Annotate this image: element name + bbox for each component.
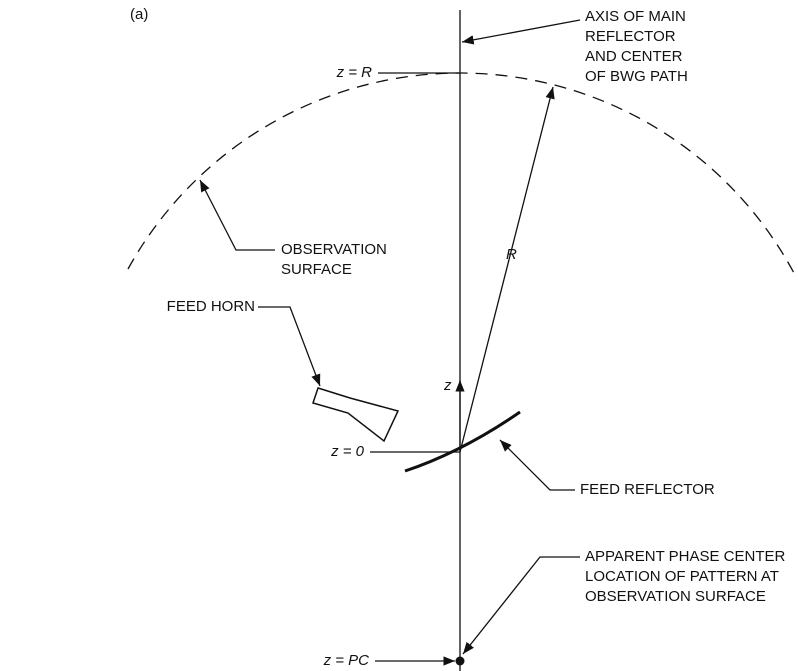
feed-reflector <box>404 410 521 473</box>
axis-label: REFLECTOR <box>585 28 676 45</box>
axis-label: AND CENTER <box>585 48 683 65</box>
panel-label: (a) <box>130 6 148 23</box>
observation-label: OBSERVATION <box>281 241 387 258</box>
feed-horn-label: FEED HORN <box>167 298 255 315</box>
feed-reflector-leader <box>499 439 575 491</box>
z-r-label: z = R <box>336 64 373 81</box>
z-zero-label: z = 0 <box>330 443 365 460</box>
feed-reflector-label: FEED REFLECTOR <box>580 481 715 498</box>
phase-center-leader <box>462 556 580 655</box>
phase-center-dot <box>455 656 465 666</box>
z-pc-label: z = PC <box>323 652 370 669</box>
radius-label: R <box>506 246 517 263</box>
observation-surface <box>127 72 796 276</box>
observation-leader <box>199 179 275 251</box>
axis-label: OF BWG PATH <box>585 68 688 85</box>
feed-horn <box>312 387 400 443</box>
z-axis-label: z <box>443 377 452 394</box>
observation-label: SURFACE <box>281 261 352 278</box>
radius-arrow <box>459 86 555 453</box>
phase-center-label: OBSERVATION SURFACE <box>585 588 766 605</box>
axis-label: AXIS OF MAIN <box>585 8 686 25</box>
feed-horn-leader <box>258 306 321 387</box>
phase-center-label: APPARENT PHASE CENTER <box>585 548 785 565</box>
axis-leader <box>461 19 581 45</box>
phase-center-label: LOCATION OF PATTERN AT <box>585 568 779 585</box>
